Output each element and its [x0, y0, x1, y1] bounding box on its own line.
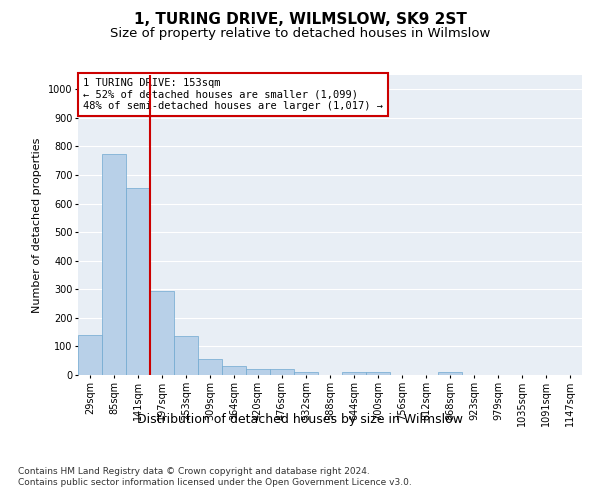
Bar: [270, 370, 294, 375]
Text: 1 TURING DRIVE: 153sqm
← 52% of detached houses are smaller (1,099)
48% of semi-: 1 TURING DRIVE: 153sqm ← 52% of detached…: [83, 78, 383, 111]
Bar: [174, 336, 198, 375]
Text: Distribution of detached houses by size in Wilmslow: Distribution of detached houses by size …: [137, 412, 463, 426]
Text: Size of property relative to detached houses in Wilmslow: Size of property relative to detached ho…: [110, 28, 490, 40]
Bar: [294, 372, 318, 375]
Bar: [78, 335, 102, 375]
Bar: [246, 370, 270, 375]
Bar: [198, 358, 222, 375]
Bar: [222, 366, 246, 375]
Text: 1, TURING DRIVE, WILMSLOW, SK9 2ST: 1, TURING DRIVE, WILMSLOW, SK9 2ST: [134, 12, 466, 28]
Bar: [342, 372, 366, 375]
Bar: [102, 154, 126, 375]
Bar: [150, 292, 174, 375]
Bar: [366, 372, 390, 375]
Y-axis label: Number of detached properties: Number of detached properties: [32, 138, 43, 312]
Text: Contains HM Land Registry data © Crown copyright and database right 2024.
Contai: Contains HM Land Registry data © Crown c…: [18, 468, 412, 487]
Bar: [126, 188, 150, 375]
Bar: [438, 372, 462, 375]
